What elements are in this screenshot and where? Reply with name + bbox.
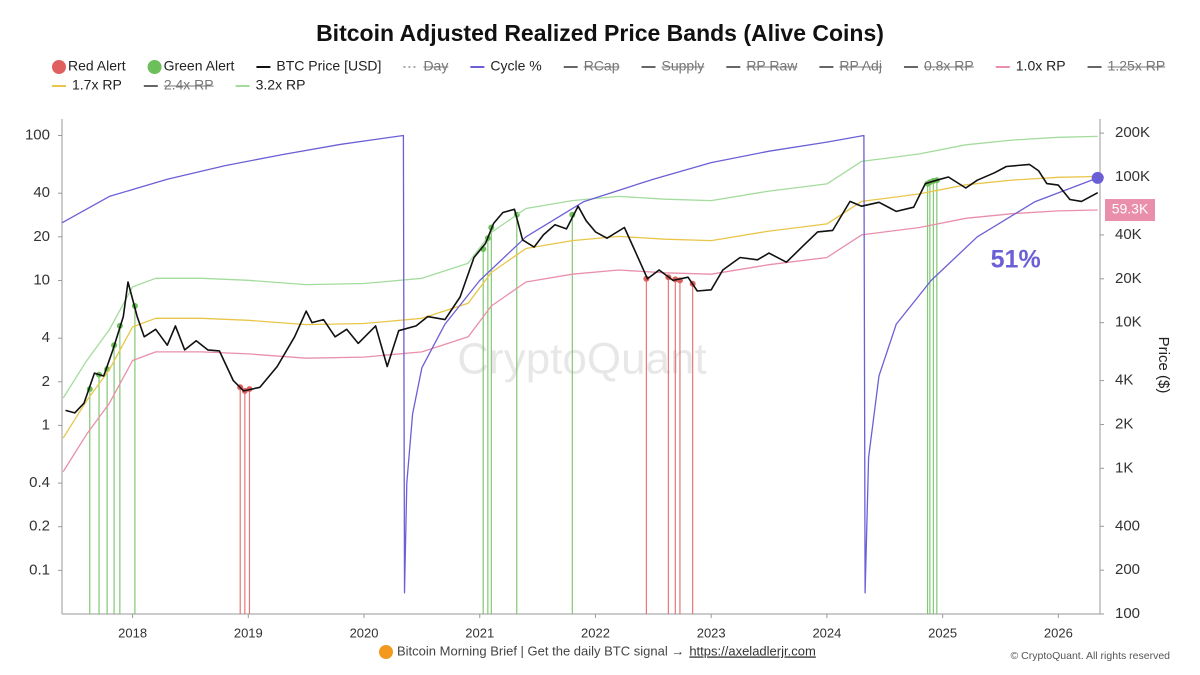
y-tick-label: 100 <box>25 126 50 143</box>
legend-item: 1.0x RP <box>995 58 1066 74</box>
y-tick-label: 40 <box>33 184 50 201</box>
y2-tick-label: 1K <box>1115 459 1133 476</box>
legend-label: RCap <box>584 58 620 74</box>
legend-item: 0.8x RP <box>903 58 974 74</box>
y-tick-label: 10 <box>33 271 50 288</box>
y2-tick-label: 10K <box>1115 314 1142 331</box>
series-line <box>62 135 1098 399</box>
y2-tick-label: 4K <box>1115 372 1133 389</box>
x-tick-label: 2025 <box>928 625 957 640</box>
x-tick-label: 2026 <box>1044 625 1073 640</box>
legend-item: RCap <box>563 58 620 74</box>
x-tick-label: 2021 <box>465 625 494 640</box>
y-tick-label: 0.4 <box>29 474 50 491</box>
y-tick-label: 2 <box>42 373 50 390</box>
legend-label: Supply <box>662 58 705 74</box>
series-line <box>62 209 1098 472</box>
series-line <box>65 163 1099 414</box>
footer-icon <box>379 645 393 659</box>
end-label: 51% <box>991 246 1041 274</box>
y2-tick-label: 200 <box>1115 561 1140 578</box>
copyright: © CryptoQuant. All rights reserved <box>1011 650 1171 662</box>
legend-label: 1.0x RP <box>1016 58 1066 74</box>
x-tick-label: 2020 <box>350 625 379 640</box>
y2-tick-label: 20K <box>1115 270 1142 287</box>
y2-tick-label: 2K <box>1115 415 1133 432</box>
legend: Red Alert Green Alert BTC Price [USD] Day Cy… <box>52 58 1166 93</box>
legend-item: 1.7x RP <box>52 77 122 93</box>
alert-dot <box>643 275 650 282</box>
legend-item: Supply <box>641 58 705 74</box>
legend-item: 3.2x RP <box>235 77 306 93</box>
x-tick-label: 2024 <box>812 625 841 640</box>
y2-axis-label: Price ($) <box>1155 337 1172 394</box>
end-label: 59.3K <box>1112 201 1149 217</box>
x-tick-label: 2023 <box>697 625 726 640</box>
legend-label: 3.2x RP <box>256 77 306 93</box>
y-tick-label: 1 <box>42 416 50 433</box>
plot-area: 59.3K 51% <box>61 134 1155 614</box>
y2-tick-label: 100K <box>1115 168 1150 185</box>
x-tick-label: 2022 <box>581 625 610 640</box>
legend-label: BTC Price [USD] <box>276 58 381 74</box>
legend-item: RP Raw <box>726 58 798 74</box>
y2-tick-label: 40K <box>1115 226 1142 243</box>
legend-label: Green Alert <box>164 58 235 74</box>
legend-label: 2.4x RP <box>164 77 214 93</box>
y-tick-label: 20 <box>33 228 50 245</box>
x-tick-label: 2018 <box>118 625 147 640</box>
legend-item: Cycle % <box>470 58 542 74</box>
legend-label: 0.8x RP <box>924 58 974 74</box>
watermark: CryptoQuant <box>457 335 706 384</box>
legend-label: RP Adj <box>839 58 882 74</box>
end-dot <box>1091 171 1104 184</box>
footer-text: Bitcoin Morning Brief | Get the daily BT… <box>397 643 684 658</box>
y2-tick-label: 100 <box>1115 605 1140 622</box>
legend-label: Day <box>423 58 448 74</box>
legend-item: 2.4x RP <box>143 77 214 93</box>
end-label-box <box>1105 199 1155 222</box>
y2-tick-label: 400 <box>1115 517 1140 534</box>
y2-tick-label: 200K <box>1115 124 1150 141</box>
footer-link[interactable]: https://axeladlerjr.com <box>689 643 815 658</box>
y-tick-label: 0.2 <box>29 518 50 535</box>
series-line <box>61 134 1098 594</box>
legend-item: Green Alert <box>147 58 235 74</box>
legend-item: RP Adj <box>819 58 882 74</box>
legend-item: Day <box>403 58 449 74</box>
legend-item: 1.25x RP <box>1087 58 1166 74</box>
legend-item: Red Alert <box>52 58 126 74</box>
legend-label: RP Raw <box>746 58 798 74</box>
legend-swatch <box>52 60 66 74</box>
legend-label: Cycle % <box>490 58 541 74</box>
legend-label: 1.25x RP <box>1108 58 1166 74</box>
chart-title: Bitcoin Adjusted Realized Price Bands (A… <box>316 20 884 46</box>
legend-label: 1.7x RP <box>72 77 122 93</box>
legend-item: BTC Price [USD] <box>256 58 381 74</box>
y-tick-label: 4 <box>42 329 50 346</box>
y-tick-label: 0.1 <box>29 561 50 578</box>
legend-swatch <box>147 60 162 74</box>
legend-label: Red Alert <box>68 58 126 74</box>
x-tick-label: 2019 <box>234 625 263 640</box>
